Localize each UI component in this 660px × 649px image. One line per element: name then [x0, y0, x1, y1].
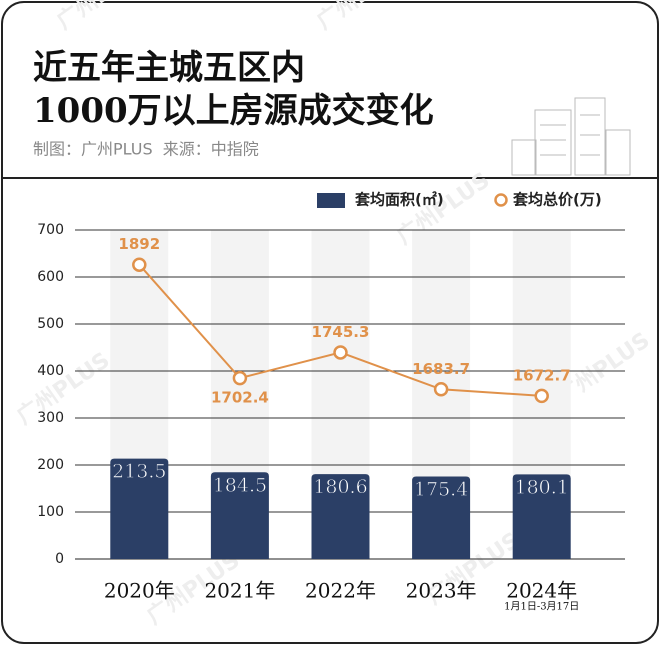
y-tick-label: 100 [37, 504, 64, 520]
subtitle: 制图：广州PLUS 来源：中指院 [33, 140, 259, 159]
title-line: 近五年主城五区内 [33, 48, 305, 88]
x-tick-label: 2023年 [406, 579, 477, 603]
x-tick-label: 2024年 [506, 579, 577, 603]
line-point [232, 370, 248, 386]
legend-swatch [317, 193, 345, 208]
bar-value-label: 213.5 [112, 461, 166, 483]
y-tick-label: 700 [37, 222, 64, 238]
bar-value-label: 175.4 [414, 479, 468, 501]
x-tick-label: 2021年 [204, 579, 275, 603]
plot: 0 100 200 300 400 500 600 700 套均面积(㎡) 套均总价(万) 213.… [37, 191, 625, 613]
bar [110, 458, 169, 559]
y-tick-label: 600 [37, 269, 64, 285]
building-illustration [511, 97, 631, 176]
x-tick-label: 2022年 [305, 579, 376, 603]
bar-value-label: 180.1 [514, 476, 568, 498]
point-value-label: 1672.7 [513, 366, 571, 384]
point-value-label: 1702.4 [211, 389, 269, 407]
point-value-label: 1683.7 [412, 360, 470, 378]
y-tick-label: 400 [37, 363, 64, 379]
y-tick-label: 500 [37, 316, 64, 332]
legend-swatch [494, 193, 508, 207]
point-value-label: 1745.3 [312, 323, 370, 341]
bar-value-label: 180.6 [313, 476, 367, 498]
point-value-label: 1892 [118, 235, 160, 253]
x-tick-note: 1月1日-3月17日 [504, 601, 579, 613]
line-point [132, 257, 147, 272]
bar [512, 474, 571, 559]
bar-value-label: 184.5 [213, 474, 267, 496]
x-tick-label: 2020年 [104, 579, 175, 603]
bar [412, 476, 471, 559]
bar [210, 472, 269, 559]
line-point [333, 345, 348, 360]
y-tick-label: 0 [55, 551, 64, 567]
line-point [534, 388, 549, 404]
legend-label: 套均面积(㎡) [354, 191, 444, 209]
bar [311, 474, 370, 559]
y-tick-label: 200 [37, 457, 64, 473]
legend: 套均面积(㎡) 套均总价(万) [317, 191, 602, 209]
line-point [433, 382, 449, 397]
title-line: 1000万以上房源成交变化 [33, 91, 434, 131]
legend-label: 套均总价(万) [512, 191, 602, 209]
y-tick-label: 300 [37, 410, 64, 426]
